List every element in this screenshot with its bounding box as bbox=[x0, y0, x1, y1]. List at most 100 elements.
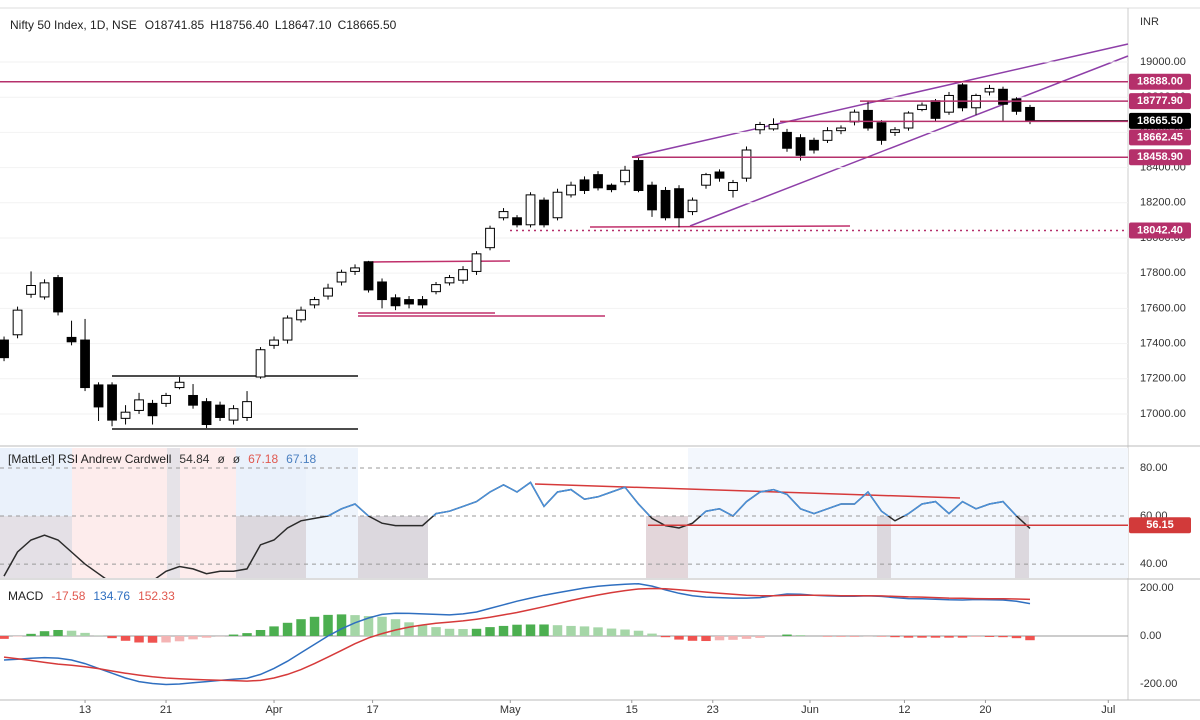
histogram-bar bbox=[363, 616, 374, 636]
histogram-bar bbox=[701, 635, 711, 642]
histogram-bar bbox=[282, 622, 293, 636]
candle-body bbox=[161, 394, 171, 404]
macd-header: MACD -17.58 134.76 152.33 bbox=[8, 589, 175, 603]
histogram-bar bbox=[782, 634, 792, 636]
candle-body bbox=[836, 127, 846, 132]
symbol: Nifty 50 Index, 1D, NSE bbox=[10, 18, 137, 32]
indicator-name: [MattLet] RSI Andrew Cardwell bbox=[8, 452, 171, 466]
histogram-bar bbox=[660, 635, 671, 638]
histogram-bar bbox=[741, 635, 752, 639]
candle-body bbox=[809, 139, 819, 151]
candle-body bbox=[26, 285, 36, 295]
price-tag bbox=[1129, 129, 1191, 146]
header-value: 67.18 bbox=[248, 452, 278, 466]
candle-body bbox=[296, 309, 306, 321]
candle-body bbox=[309, 299, 320, 306]
candle-body bbox=[0, 339, 9, 359]
candle-body bbox=[228, 408, 239, 421]
histogram-bar bbox=[633, 630, 644, 636]
candle-body bbox=[458, 269, 468, 281]
histogram-bar bbox=[377, 616, 387, 636]
candle-body bbox=[485, 227, 495, 249]
candle-body bbox=[606, 184, 617, 191]
histogram-bar bbox=[0, 635, 9, 639]
histogram-bar bbox=[120, 635, 131, 641]
histogram-bar bbox=[296, 619, 306, 636]
histogram-bar bbox=[269, 626, 279, 636]
rsi-header: [MattLet] RSI Andrew Cardwell 54.84 ø ø 67.1… bbox=[8, 452, 317, 466]
candle-body bbox=[350, 267, 360, 272]
candle-body bbox=[539, 199, 549, 226]
histogram-bar bbox=[255, 629, 266, 636]
candle-body bbox=[755, 123, 765, 131]
price-tag-label: 18042.40 bbox=[1137, 224, 1183, 236]
candle-body bbox=[255, 349, 266, 378]
candle-body bbox=[417, 299, 428, 306]
candle-body bbox=[1025, 106, 1035, 122]
price-tag bbox=[1129, 73, 1191, 90]
main-header: Nifty 50 Index, 1D, NSE O18741.85 H18756.4… bbox=[10, 18, 397, 32]
price-tag-label: 18888.00 bbox=[1137, 76, 1183, 88]
header-value: 134.76 bbox=[93, 589, 130, 603]
x-tick-label: Apr bbox=[265, 704, 282, 716]
wedge-lower bbox=[689, 55, 1129, 227]
candle-body bbox=[822, 130, 833, 141]
histogram-bar bbox=[566, 625, 576, 636]
histogram-bar bbox=[161, 635, 171, 643]
x-tick-label: 21 bbox=[160, 704, 172, 716]
histogram-bar bbox=[417, 624, 428, 636]
histogram-bar bbox=[903, 635, 914, 638]
candle-body bbox=[782, 131, 792, 149]
x-tick-label: May bbox=[500, 704, 521, 716]
histogram-bar bbox=[998, 635, 1008, 638]
histogram-bar bbox=[498, 625, 509, 636]
histogram-bar bbox=[39, 631, 50, 636]
candle-body bbox=[903, 112, 914, 129]
candle-body bbox=[80, 339, 90, 389]
signal-line bbox=[3, 587, 1031, 682]
candle-body bbox=[390, 297, 401, 307]
candle-body bbox=[687, 199, 698, 213]
histogram-bar bbox=[336, 614, 347, 636]
candle-body bbox=[593, 174, 603, 189]
candle-body bbox=[498, 211, 509, 219]
histogram-bar bbox=[647, 633, 657, 636]
pane bbox=[0, 582, 1035, 686]
histogram-bar bbox=[107, 635, 117, 639]
histogram-bar bbox=[620, 629, 630, 636]
histogram-bar bbox=[404, 622, 414, 636]
histogram-bar bbox=[930, 635, 941, 638]
price-tag bbox=[1129, 149, 1191, 166]
candle-body bbox=[579, 179, 590, 191]
candle-body bbox=[741, 149, 752, 179]
rsi-divergence bbox=[534, 483, 961, 499]
header-value: 67.18 bbox=[286, 452, 316, 466]
histogram-bar bbox=[755, 635, 765, 638]
pane bbox=[0, 83, 1035, 429]
histogram-bar bbox=[552, 625, 563, 636]
histogram-bar bbox=[228, 634, 239, 636]
y-tick-label: 40.00 bbox=[1140, 558, 1168, 570]
histogram-bar bbox=[687, 635, 698, 641]
y-tick-label: 19000.00 bbox=[1140, 56, 1186, 68]
ohlc: L18647.10 bbox=[275, 18, 332, 32]
x-tick-label: 23 bbox=[707, 704, 719, 716]
pane bbox=[3, 481, 1031, 578]
x-tick-label: Jul bbox=[1101, 704, 1115, 716]
candle-body bbox=[633, 160, 644, 191]
currency: INR bbox=[1140, 16, 1159, 28]
y-tick-label: 18200.00 bbox=[1140, 197, 1186, 209]
candle-body bbox=[377, 281, 387, 301]
price-tag-label: 56.15 bbox=[1146, 519, 1174, 531]
candle-body bbox=[917, 104, 927, 111]
ohlc: O18741.85 bbox=[145, 18, 205, 32]
histogram-bar bbox=[309, 616, 320, 636]
candle-body bbox=[336, 271, 347, 283]
candle-body bbox=[215, 404, 225, 418]
histogram-bar bbox=[539, 624, 549, 636]
candle-body bbox=[552, 191, 563, 219]
histogram-bar bbox=[714, 635, 725, 641]
histogram-bar bbox=[674, 635, 684, 640]
y-tick-label: 17000.00 bbox=[1140, 408, 1186, 420]
